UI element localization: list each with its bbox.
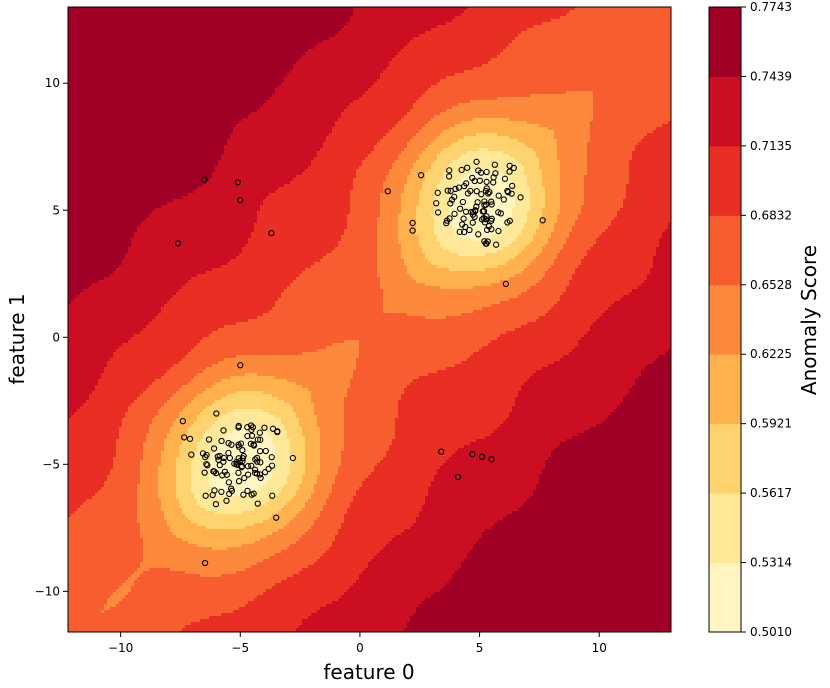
plot-area xyxy=(68,7,672,635)
